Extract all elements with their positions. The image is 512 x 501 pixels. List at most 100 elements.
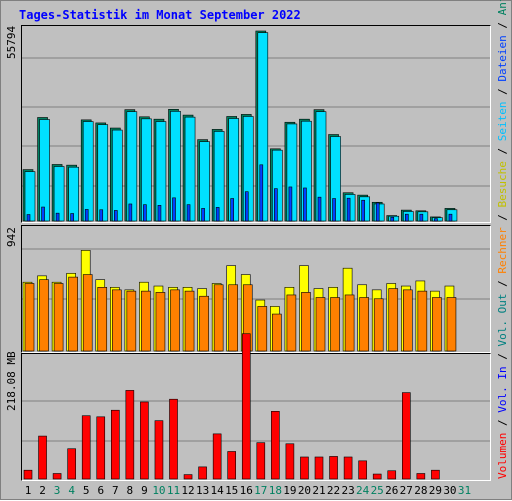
x-tick-label: 23 [341,484,355,497]
bar-seiten-day-1 [26,214,31,222]
x-tick-label: 5 [82,484,90,497]
bar-rechner-day-22 [330,297,340,352]
x-tick-label: 25 [370,484,384,497]
bar-volumen-day-27 [401,392,411,480]
x-tick-label: 12 [181,484,195,497]
legend-part-1: / [496,412,509,433]
bar-seiten-day-14 [215,207,220,222]
y-max-label-volume: 218.08 MB [5,351,18,411]
bar-rechner-day-8 [126,290,137,352]
x-tick-label: 6 [97,484,105,497]
bar-seiten-day-15 [230,198,234,222]
bar-volumen-day-9 [140,401,149,480]
x-tick-label: 2 [39,484,46,497]
bar-rechner-day-1 [24,283,35,352]
bar-seiten-day-22 [332,198,336,222]
bar-rechner-day-20 [301,292,311,352]
bar-rechner-day-26 [388,288,399,352]
legend-part-8: Besuche [496,161,509,208]
bar-seiten-day-24 [361,199,365,222]
bar-seiten-day-11 [172,197,176,222]
bar-volumen-day-28 [416,473,426,480]
legend-part-3: / [496,346,509,367]
bar-volumen-day-20 [300,456,309,480]
bar-seiten-day-29 [434,218,438,222]
bar-rechner-day-6 [97,287,108,352]
bar-volumen-day-18 [271,411,280,480]
bar-dateien-day-4 [68,166,79,222]
x-tick-label: 4 [68,484,75,497]
x-tick-label: 11 [166,484,181,497]
bar-volumen-day-15 [227,451,236,480]
legend-part-9: / [496,141,509,162]
bar-rechner-day-30 [446,297,457,352]
bar-rechner-day-19 [286,294,297,352]
bar-rechner-day-2 [39,279,49,352]
x-tick-label: 27 [399,484,413,497]
x-tick-label: 30 [443,484,457,497]
bar-rechner-day-28 [417,290,428,352]
bar-seiten-day-25 [375,202,380,222]
bar-volumen-day-16 [241,333,251,480]
bar-rechner-day-21 [315,297,326,352]
x-tick-label: 3 [53,484,61,497]
bar-seiten-day-13 [201,208,205,222]
x-tick-label: 28 [414,484,428,497]
y-max-label-visits: 942 [5,227,18,247]
bar-seiten-day-26 [390,216,395,222]
bar-volumen-day-29 [431,469,440,480]
legend-part-12: Dateien [496,35,509,82]
bar-volumen-day-10 [154,420,164,480]
bar-dateien-day-2 [39,119,50,222]
bar-rechner-day-14 [213,284,224,352]
bar-seiten-day-7 [114,210,118,222]
x-tick-label: 16 [239,484,253,497]
x-tick-label: 24 [356,484,370,497]
bar-volumen-day-22 [329,456,338,480]
x-tick-label: 8 [126,484,134,497]
legend-part-5: / [496,273,509,294]
bar-volumen-day-14 [212,433,222,480]
bar-rechner-day-24 [359,297,369,352]
x-tick-label: 26 [385,484,399,497]
x-tick-label: 17 [254,484,268,497]
bar-seiten-day-8 [128,203,133,222]
bar-rechner-day-27 [402,289,413,352]
bar-volumen-day-3 [52,473,62,480]
bar-volumen-day-6 [96,416,106,480]
legend-part-2: Vol. In [496,366,509,413]
x-tick-label: 10 [152,484,166,497]
bar-rechner-day-23 [344,294,355,352]
bar-dateien-day-6 [97,124,109,222]
bar-seiten-day-27 [404,213,409,222]
bar-dateien-day-7 [112,129,123,222]
bar-seiten-day-9 [143,204,147,222]
bar-volumen-day-7 [111,409,120,480]
bar-volumen-day-5 [81,415,91,480]
bar-volumen-day-25 [372,473,382,480]
bar-volumen-day-8 [125,390,135,480]
bar-volumen-day-19 [285,443,295,480]
bar-volumen-day-12 [183,474,193,480]
bar-seiten-day-10 [157,205,162,222]
x-tick-label: 9 [141,484,148,497]
bar-seiten-day-16 [244,191,249,222]
bar-seiten-day-4 [70,213,74,222]
x-tick-label: 29 [428,484,443,497]
bar-rechner-day-3 [53,283,64,352]
legend-part-0: Volumen [496,432,509,479]
x-tick-label: 21 [312,484,326,497]
x-tick-label: 20 [297,484,312,497]
bar-dateien-day-3 [53,166,65,222]
bar-volumen-day-13 [198,466,207,480]
bar-rechner-day-10 [155,292,166,352]
x-tick-label: 15 [225,484,239,497]
bar-rechner-day-17 [257,306,268,352]
bar-rechner-day-4 [68,276,78,352]
bar-seiten-day-19 [288,186,293,222]
y-max-label-requests: 55794 [5,25,18,59]
bar-rechner-day-7 [112,289,122,352]
bar-rechner-day-13 [199,295,209,352]
